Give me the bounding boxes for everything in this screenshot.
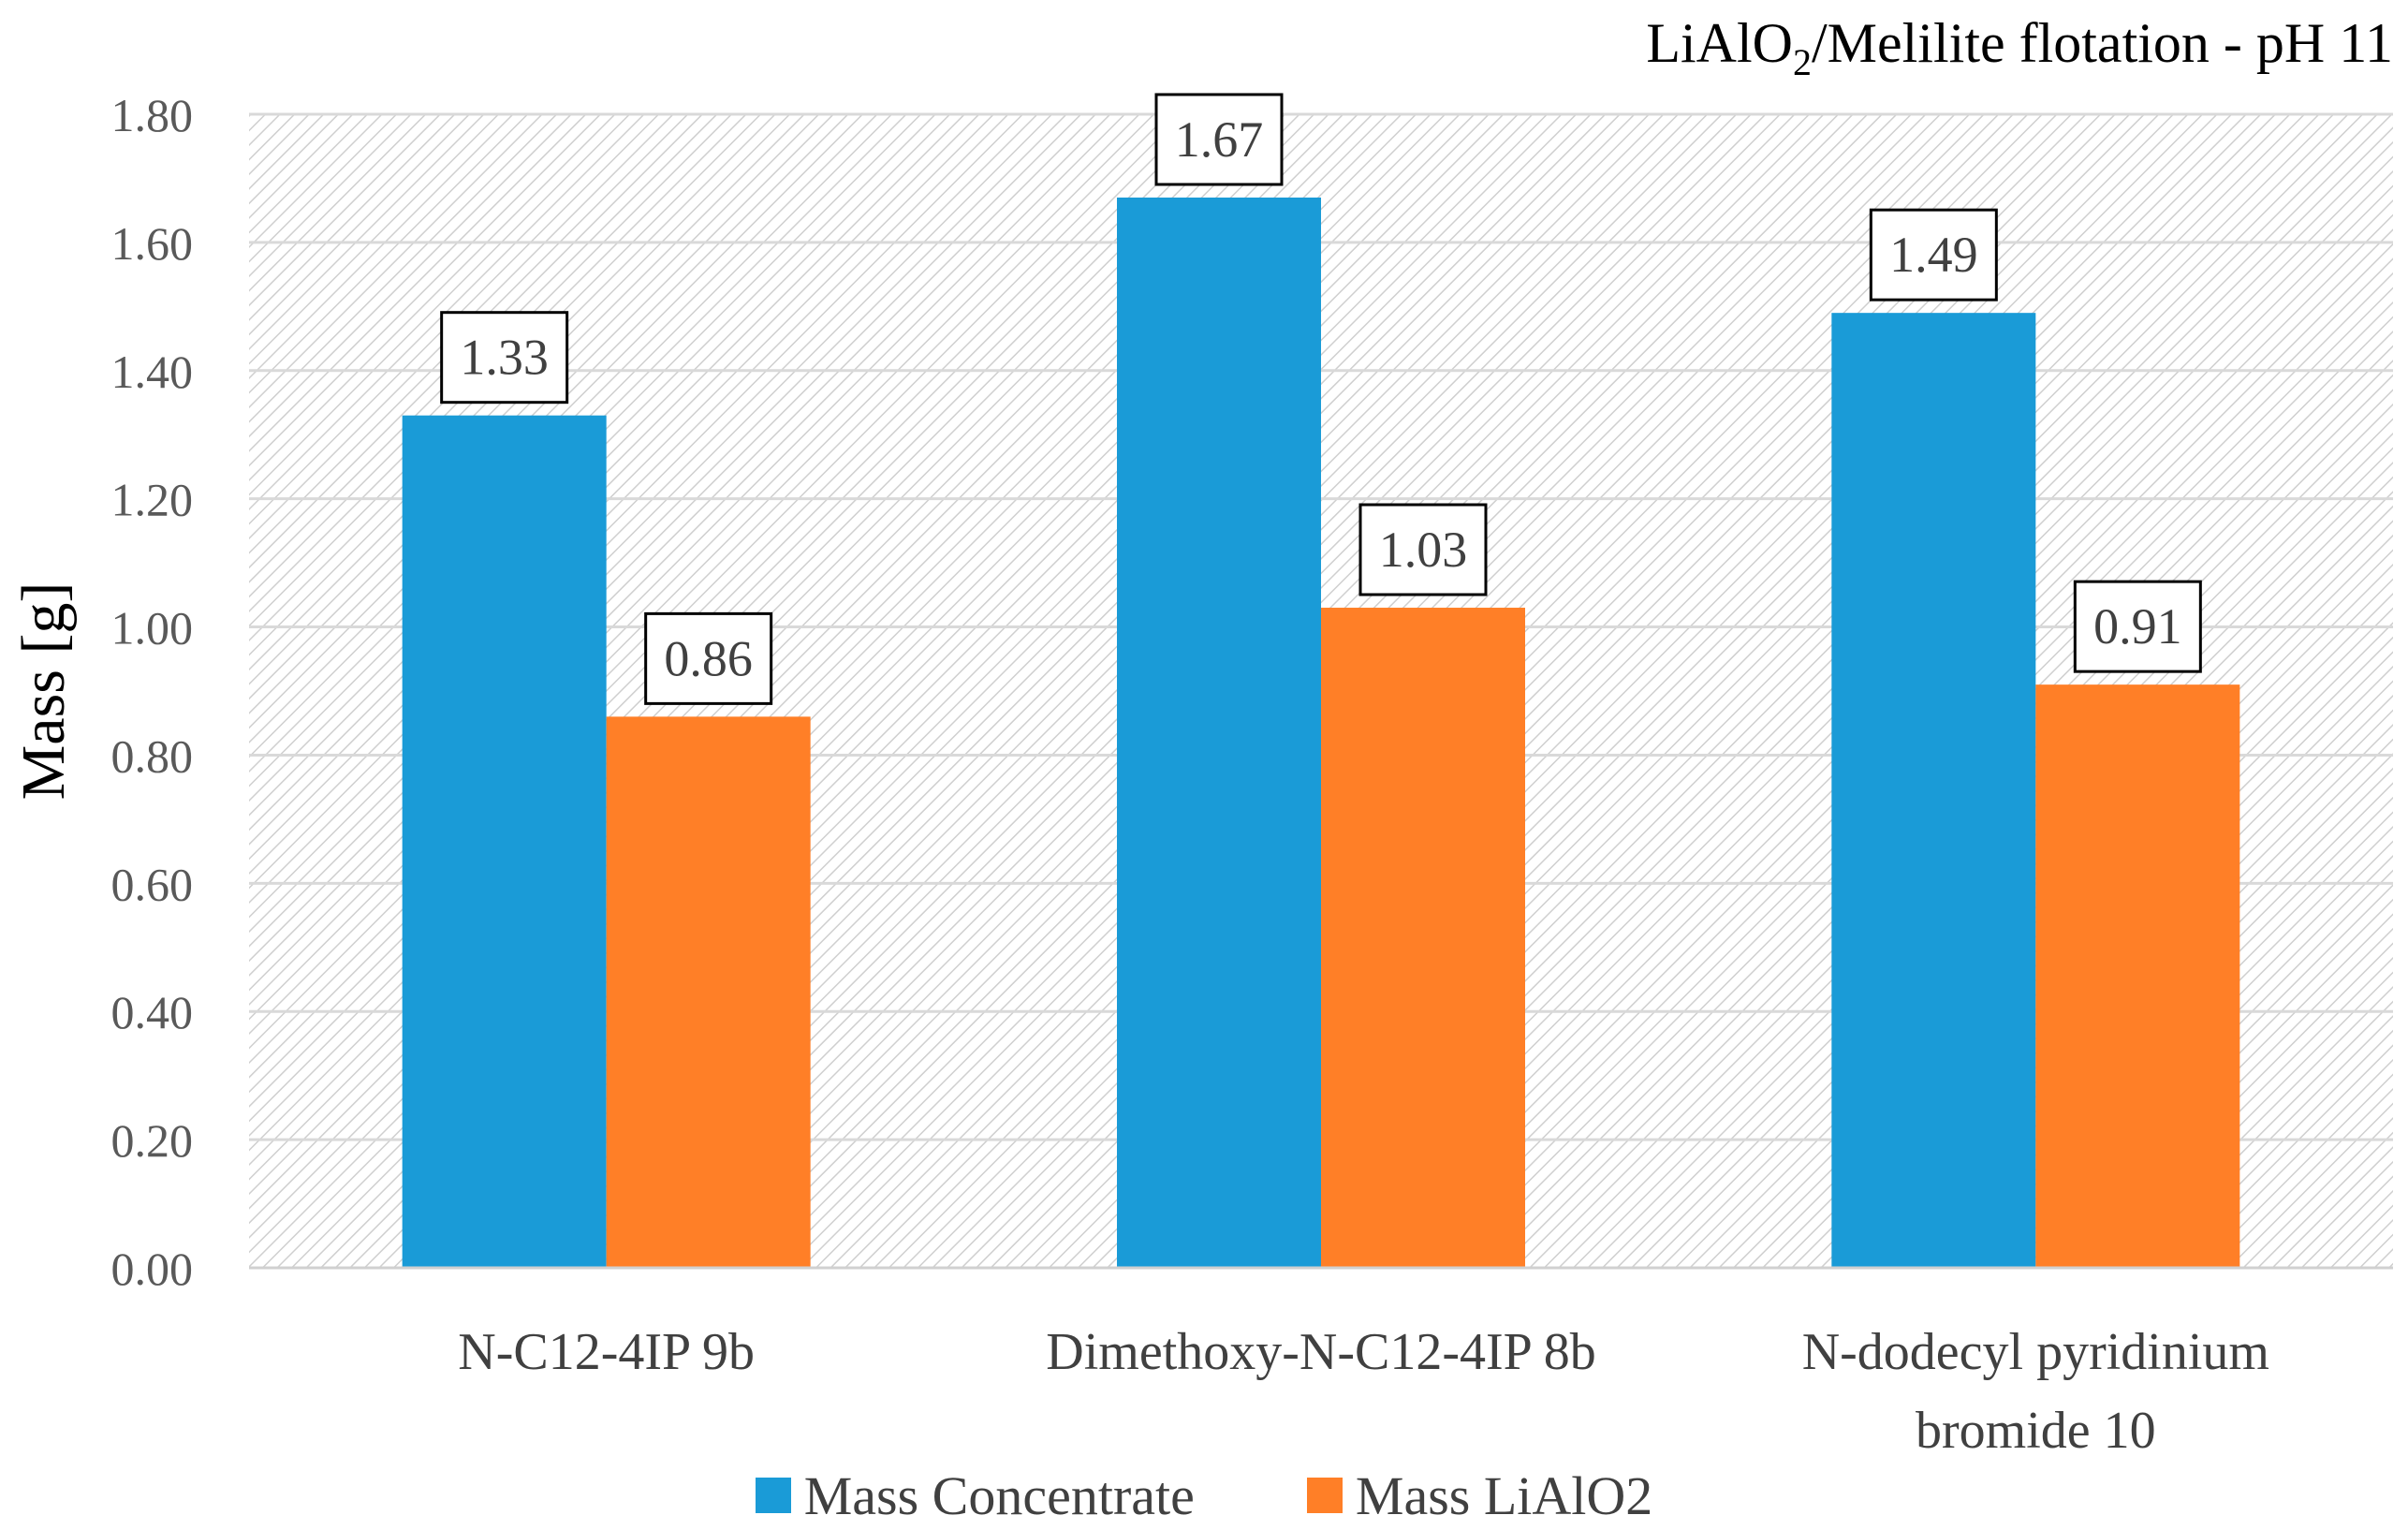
legend-swatch-lialo2: [1306, 1478, 1343, 1513]
data-label-box: [2073, 580, 2202, 673]
chart-title-subscript: 2: [1792, 41, 1812, 83]
data-label-box: [644, 611, 773, 705]
bar-mass-lialo2: [1321, 608, 1525, 1268]
x-category-label: N-dodecyl pyridinium: [1802, 1323, 2269, 1381]
x-axis-categories: N-C12-4IP 9b Dimethoxy-N-C12-4IP 8b N-dode…: [458, 1323, 2269, 1460]
x-category-label: Dimethoxy-N-C12-4IP 8b: [1046, 1323, 1595, 1381]
legend-label-concentrate: Mass Concentrate: [803, 1464, 1195, 1526]
legend-item-concentrate: Mass Concentrate: [755, 1464, 1195, 1527]
y-tick-label: 0.60: [111, 858, 194, 910]
data-labels: 1.33 0.86 1.67 1.03 1.49 0.91: [440, 93, 2202, 705]
bar-mass-lialo2: [2035, 684, 2240, 1268]
bar-mass-concentrate: [1117, 197, 1321, 1268]
y-tick-label: 0.20: [111, 1114, 194, 1167]
bar-mass-concentrate: [402, 415, 607, 1268]
legend-item-lialo2: Mass LiAlO2: [1306, 1464, 1653, 1527]
data-label: 0.86: [664, 630, 753, 686]
y-tick-label: 0.00: [111, 1243, 194, 1295]
y-tick-label: 1.40: [111, 346, 194, 398]
data-label-box: [1154, 93, 1284, 186]
legend-swatch-concentrate: [755, 1478, 791, 1513]
data-label: 1.33: [460, 330, 549, 386]
data-label: 1.67: [1175, 111, 1264, 168]
data-label-box: [1869, 208, 1998, 302]
chart-title: LiAlO2/Melilite flotation - pH 11: [1646, 11, 2393, 84]
x-category-label: bromide 10: [1916, 1402, 2156, 1460]
bars: [402, 197, 2240, 1269]
y-tick-label: 1.80: [111, 89, 194, 141]
bar-mass-lialo2: [606, 716, 811, 1268]
data-label: 1.03: [1379, 522, 1468, 578]
y-tick-label: 0.40: [111, 986, 194, 1038]
y-axis-label: Mass [g]: [9, 582, 78, 801]
data-label: 0.91: [2093, 598, 2182, 655]
legend: Mass Concentrate Mass LiAlO2: [0, 1461, 2408, 1530]
x-category-label: N-C12-4IP 9b: [458, 1323, 755, 1381]
y-tick-label: 0.80: [111, 729, 194, 782]
chart-title-prefix: LiAlO: [1646, 12, 1793, 74]
y-tick-label: 1.20: [111, 474, 194, 526]
data-label-box: [1358, 503, 1488, 596]
y-axis-ticks: 0.00 0.20 0.40 0.60 0.80 1.00 1.20 1.40 1.60 1.80: [111, 89, 194, 1295]
chart-title-suffix: /Melilite flotation - pH 11: [1811, 12, 2393, 74]
bar-mass-concentrate: [1831, 313, 2036, 1269]
y-tick-label: 1.60: [111, 217, 194, 270]
data-label-box: [440, 311, 569, 405]
data-label: 1.49: [1889, 227, 1978, 283]
legend-label-lialo2: Mass LiAlO2: [1355, 1464, 1653, 1526]
y-tick-label: 1.00: [111, 602, 194, 655]
